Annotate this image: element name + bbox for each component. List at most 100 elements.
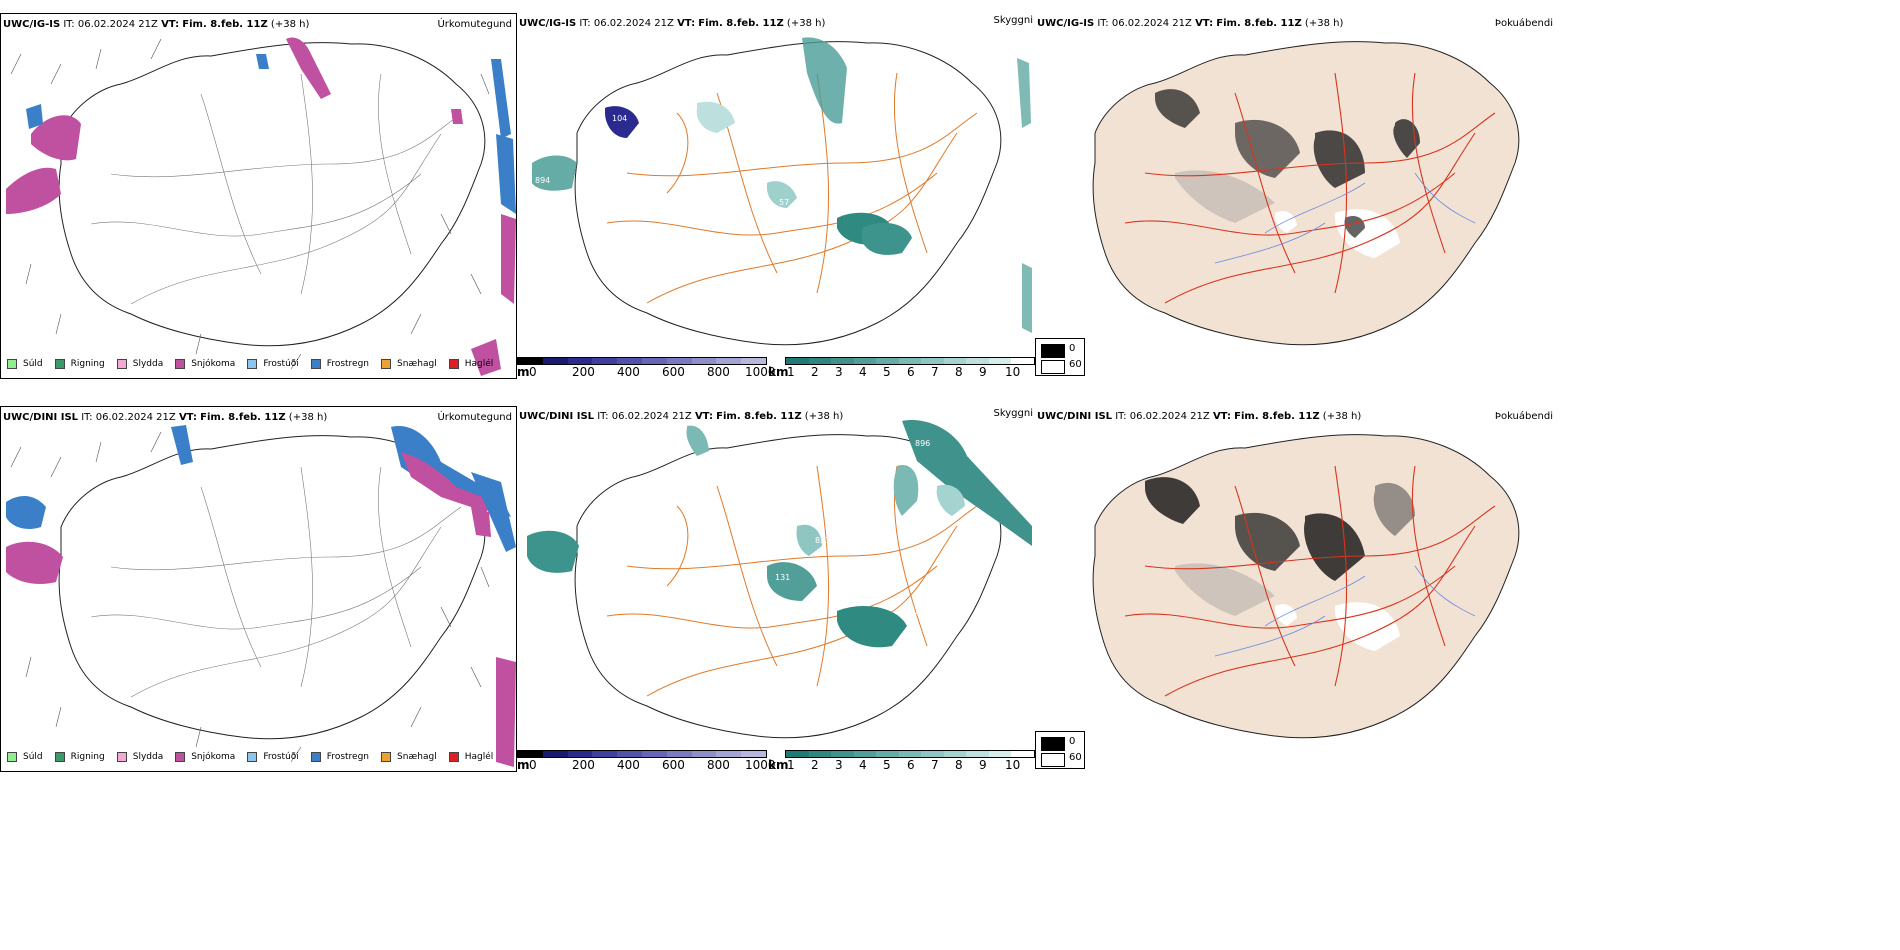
lead-time: (+38 h) — [288, 412, 328, 423]
m-tick: 600 — [662, 365, 685, 379]
fog-swatch-0 — [1041, 737, 1065, 751]
model-name: UWC/DINI ISL — [519, 411, 595, 422]
km-tick: 3 — [835, 758, 843, 772]
precip-legend-bottom: Súld Rigning Slydda Snjókoma Frostúði Fr… — [7, 752, 505, 762]
km-unit-label: km — [768, 758, 789, 772]
wind-barbs — [10, 431, 490, 763]
m-tick: 200 — [572, 365, 595, 379]
legend-item: Rigning — [54, 359, 105, 369]
fog-legend-label: 0 — [1069, 736, 1076, 747]
it-label: IT: — [1115, 411, 1127, 422]
it-label: IT: — [1097, 18, 1109, 29]
it-label: IT: — [63, 19, 75, 30]
legend-item: Slydda — [116, 359, 163, 369]
vis-annotation: 896 — [915, 439, 930, 448]
km-tick: 8 — [955, 758, 963, 772]
km-tick: 4 — [859, 365, 867, 379]
vt-value: Fim. 8.feb. 11Z — [200, 412, 286, 423]
km-colorbar — [785, 750, 1035, 758]
visibility-colorbars-top: m 0 200 400 600 800 1000 km 1 2 3 4 5 6 … — [517, 357, 1037, 379]
km-tick: 10 — [1005, 758, 1021, 772]
legend-item: Rigning — [54, 752, 105, 762]
visibility-annotations: 896 821 131 614 — [775, 439, 930, 616]
fog-title-bottom: UWC/DINI ISL IT: 06.02.2024 21Z VT: Fim.… — [1037, 411, 1361, 422]
legend-item: Snjókoma — [175, 359, 235, 369]
legend-item: Súld — [7, 752, 43, 762]
fog-legend-label: 0 — [1069, 343, 1076, 354]
legend-item: Haglél — [448, 359, 493, 369]
vt-label: VT: — [694, 411, 713, 422]
km-tick: 5 — [883, 365, 891, 379]
model-name: UWC/IG-IS — [3, 19, 61, 30]
m-colorbar — [517, 750, 767, 758]
fog-swatch-60 — [1041, 360, 1065, 374]
lead-time: (+38 h) — [786, 18, 826, 29]
lead-time: (+38 h) — [270, 19, 310, 30]
panel-type-label: Úrkomutegund — [437, 19, 512, 30]
precip-title-bottom: UWC/DINI ISL IT: 06.02.2024 21Z VT: Fim.… — [3, 412, 327, 423]
vis-annotation: 131 — [775, 573, 790, 582]
it-label: IT: — [579, 18, 591, 29]
m-tick: 800 — [707, 758, 730, 772]
snow-region-ne — [6, 425, 516, 767]
vis-annotation: 821 — [815, 536, 830, 545]
visibility-panel-bottom: 896 821 131 614 UWC/DINI ISL IT: 06.02.2… — [517, 406, 1035, 772]
lead-time: (+38 h) — [1322, 411, 1362, 422]
km-tick: 8 — [955, 365, 963, 379]
panel-type-label: Þokuábendi — [1494, 411, 1553, 422]
m-colorbar — [517, 357, 767, 365]
km-tick: 5 — [883, 758, 891, 772]
km-tick: 4 — [859, 758, 867, 772]
it-value: 06.02.2024 21Z — [77, 19, 158, 30]
panel-type-label: Þokuábendi — [1494, 18, 1553, 29]
m-tick: 1000 — [745, 365, 776, 379]
fog-panel-top: UWC/IG-IS IT: 06.02.2024 21Z VT: Fim. 8.… — [1035, 13, 1555, 379]
it-label: IT: — [597, 411, 609, 422]
it-value: 06.02.2024 21Z — [1129, 411, 1210, 422]
vt-value: Fim. 8.feb. 11Z — [716, 411, 802, 422]
legend-item: Haglél — [448, 752, 493, 762]
km-tick: 9 — [979, 758, 987, 772]
panel-type-label: Úrkomutegund — [437, 412, 512, 423]
vt-label: VT: — [1195, 18, 1214, 29]
vis-annotation: 57 — [779, 198, 789, 207]
km-tick: 6 — [907, 365, 915, 379]
km-tick: 1 — [787, 758, 795, 772]
lead-time: (+38 h) — [804, 411, 844, 422]
vt-label: VT: — [178, 412, 197, 423]
vis-annotation: 85 — [795, 188, 805, 197]
wind-barbs — [10, 38, 490, 370]
it-value: 06.02.2024 21Z — [611, 411, 692, 422]
visibility-annotations: 649 104 894 85 57 — [535, 114, 805, 207]
fog-panel-bottom: UWC/DINI ISL IT: 06.02.2024 21Z VT: Fim.… — [1035, 406, 1555, 772]
visibility-map-bottom: 896 821 131 614 — [527, 420, 1032, 739]
km-tick: 3 — [835, 365, 843, 379]
m-tick: 1000 — [745, 758, 776, 772]
visibility-title-bottom: UWC/DINI ISL IT: 06.02.2024 21Z VT: Fim.… — [519, 411, 843, 422]
model-name: UWC/IG-IS — [519, 18, 577, 29]
fog-legend-top: 0 60 — [1035, 338, 1085, 376]
it-label: IT: — [81, 412, 93, 423]
fog-title-top: UWC/IG-IS IT: 06.02.2024 21Z VT: Fim. 8.… — [1037, 18, 1343, 29]
precip-panel-bottom: UWC/DINI ISL IT: 06.02.2024 21Z VT: Fim.… — [0, 406, 517, 772]
km-tick: 10 — [1005, 365, 1021, 379]
vis-annotation: 614 — [909, 607, 924, 616]
precip-map-bottom — [6, 425, 516, 767]
vt-value: Fim. 8.feb. 11Z — [1234, 411, 1320, 422]
fog-swatch-60 — [1041, 753, 1065, 767]
panel-type-label: Skyggni — [993, 408, 1033, 419]
legend-item: Snæhagl — [381, 752, 437, 762]
fog-legend-label: 60 — [1069, 359, 1082, 370]
m-tick: 400 — [617, 758, 640, 772]
road-network — [1124, 465, 1496, 697]
it-value: 06.02.2024 21Z — [95, 412, 176, 423]
km-tick: 9 — [979, 365, 987, 379]
precip-panel-top: UWC/IG-IS IT: 06.02.2024 21Z VT: Fim. 8.… — [0, 13, 517, 379]
m-unit-label: m — [517, 365, 530, 379]
m-unit-label: m — [517, 758, 530, 772]
vis-annotation: 104 — [612, 114, 627, 123]
legend-item: Frostregn — [310, 359, 369, 369]
legend-item: Slydda — [116, 752, 163, 762]
km-unit-label: km — [768, 365, 789, 379]
vt-label: VT: — [1212, 411, 1231, 422]
